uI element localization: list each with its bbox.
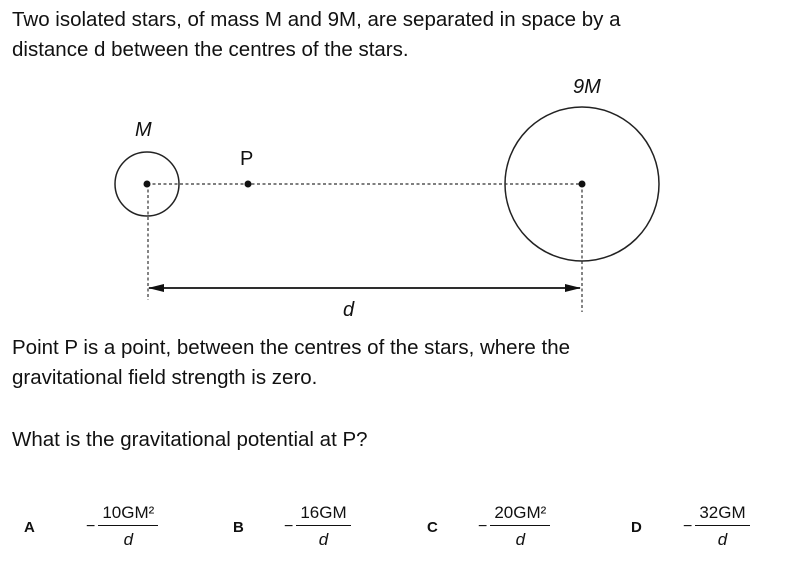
option-c-sign: − bbox=[478, 517, 488, 535]
option-a-denominator: d bbox=[123, 530, 134, 549]
option-c-numerator: 20GM² bbox=[490, 503, 551, 526]
option-c-letter[interactable]: C bbox=[427, 519, 438, 536]
option-a-sign: − bbox=[86, 517, 96, 535]
small-star-label: M bbox=[135, 119, 152, 141]
point-p-label: P bbox=[240, 148, 253, 170]
distance-label: d bbox=[343, 299, 355, 321]
option-c-denominator: d bbox=[515, 530, 526, 549]
intro-line-2: distance d between the centres of the st… bbox=[12, 38, 409, 61]
option-a-letter[interactable]: A bbox=[24, 519, 35, 536]
option-a-answer[interactable]: − 10GM² d bbox=[86, 503, 159, 550]
point-p-dot bbox=[244, 180, 252, 188]
point-description: Point P is a point, between the centres … bbox=[12, 333, 570, 393]
option-b-numerator: 16GM bbox=[296, 503, 351, 526]
small-star-centre-dot bbox=[143, 180, 151, 188]
option-b-letter[interactable]: B bbox=[233, 519, 244, 536]
option-d-numerator: 32GM bbox=[695, 503, 750, 526]
option-d-denominator: d bbox=[717, 530, 728, 549]
option-d-sign: − bbox=[683, 517, 693, 535]
question-intro: Two isolated stars, of mass M and 9M, ar… bbox=[12, 5, 620, 65]
option-b-answer[interactable]: − 16GM d bbox=[284, 503, 351, 550]
small-star bbox=[114, 151, 180, 217]
point-line-2: gravitational field strength is zero. bbox=[12, 366, 318, 389]
large-star-centre-dot bbox=[578, 180, 586, 188]
large-star-label: 9M bbox=[573, 76, 601, 98]
question-prompt: What is the gravitational potential at P… bbox=[12, 428, 368, 451]
option-d-letter[interactable]: D bbox=[631, 519, 642, 536]
option-a-numerator: 10GM² bbox=[98, 503, 159, 526]
option-d-answer[interactable]: − 32GM d bbox=[683, 503, 750, 550]
point-line-1: Point P is a point, between the centres … bbox=[12, 336, 571, 359]
option-b-sign: − bbox=[284, 517, 294, 535]
option-c-answer[interactable]: − 20GM² d bbox=[478, 503, 551, 550]
option-b-denominator: d bbox=[318, 530, 329, 549]
intro-line-1: Two isolated stars, of mass M and 9M, ar… bbox=[12, 8, 621, 31]
